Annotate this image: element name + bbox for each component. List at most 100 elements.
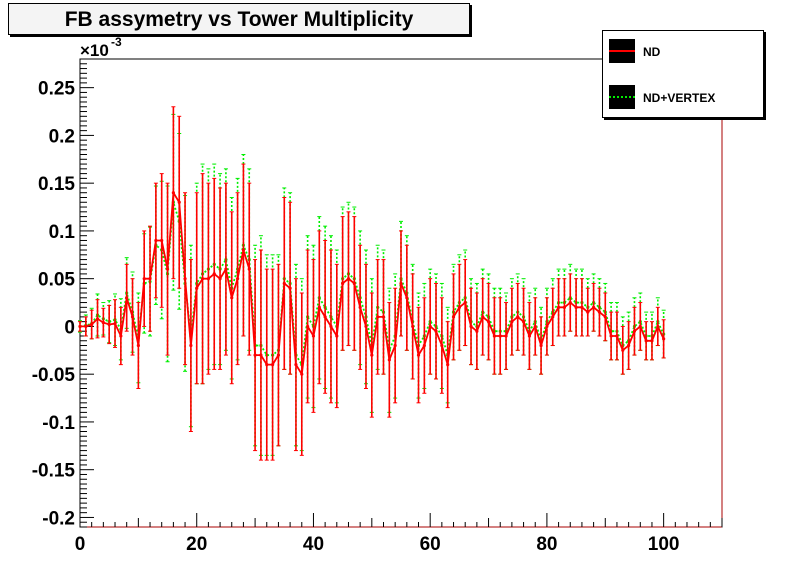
legend-entry-nd: ND <box>609 39 759 65</box>
data-point <box>492 334 496 338</box>
data-point <box>446 363 450 367</box>
data-point <box>294 363 298 367</box>
y-tick-label: -0.1 <box>42 413 75 434</box>
data-point <box>276 353 281 357</box>
data-point <box>271 363 275 367</box>
data-point <box>527 334 532 338</box>
data-point <box>329 324 333 329</box>
legend-entry-nd-vertex: ND+VERTEX <box>609 85 759 111</box>
data-point <box>562 305 567 309</box>
data-point <box>609 334 613 338</box>
y-tick-label: 0.2 <box>49 126 75 147</box>
series-layer <box>78 106 666 461</box>
data-point <box>160 238 164 243</box>
data-point <box>200 277 205 281</box>
data-point <box>265 363 269 367</box>
x-tick-label: 20 <box>186 534 207 555</box>
data-point <box>148 277 152 281</box>
data-point <box>516 315 520 319</box>
data-point <box>521 320 526 324</box>
data-point <box>230 296 234 300</box>
data-point <box>107 322 111 327</box>
data-point <box>621 348 625 352</box>
x-tick-label: 40 <box>303 534 324 555</box>
y-tick-label: 0.05 <box>38 270 75 291</box>
data-point <box>358 305 362 309</box>
data-point <box>341 281 345 286</box>
data-point <box>241 248 246 252</box>
legend-label-nd: ND <box>643 45 661 59</box>
data-point <box>247 267 251 271</box>
y-tick-label: -0.15 <box>32 461 76 482</box>
data-point <box>411 324 415 329</box>
data-point <box>346 277 351 281</box>
data-point <box>428 324 432 329</box>
data-point <box>556 305 561 309</box>
data-point <box>434 329 438 333</box>
data-point <box>300 372 304 376</box>
data-point <box>568 300 572 305</box>
y-axis: -0.2 -0.15 -0.1 -0.05 0 0.05 0.1 0.15 0.2 0.25 <box>32 58 94 529</box>
data-point <box>586 310 590 314</box>
y-exponent-label: ×10 <box>80 41 109 60</box>
legend-line-nd <box>609 50 635 52</box>
data-point <box>592 305 596 309</box>
data-point <box>422 343 426 348</box>
x-tick-label: 80 <box>536 534 557 555</box>
data-point <box>650 339 654 343</box>
data-point <box>580 305 584 309</box>
data-point <box>381 315 386 319</box>
x-tick-label: 60 <box>420 534 441 555</box>
data-point <box>393 343 397 348</box>
x-axis: 0 20 40 60 80 100 <box>75 513 723 555</box>
data-point <box>253 353 257 357</box>
data-point <box>235 277 240 281</box>
data-point <box>469 324 473 329</box>
data-point <box>171 191 175 195</box>
legend-label-nd-vertex: ND+VERTEX <box>643 91 716 105</box>
data-point <box>317 305 321 309</box>
legend-line-nd-vertex <box>609 96 635 98</box>
data-point <box>486 320 491 324</box>
y-exponent-power: -3 <box>111 35 122 49</box>
data-point <box>212 272 216 276</box>
data-point <box>165 267 170 271</box>
data-point <box>615 334 619 338</box>
data-point <box>405 296 409 300</box>
data-point <box>510 320 514 324</box>
data-point <box>78 324 82 329</box>
legend: ND ND+VERTEX <box>602 30 764 118</box>
data-point <box>84 324 88 329</box>
chart-title-box: FB assymetry vs Tower Multiplicity <box>8 3 470 35</box>
data-point <box>416 353 421 357</box>
data-point <box>323 315 327 319</box>
data-point <box>142 277 146 281</box>
x-tick-label: 100 <box>648 534 680 555</box>
data-point <box>504 334 508 338</box>
x-tick-label: 0 <box>75 534 86 555</box>
data-point <box>335 334 339 338</box>
data-point <box>644 339 648 343</box>
data-point <box>627 343 631 348</box>
data-point <box>364 324 368 329</box>
y-tick-label: 0.1 <box>49 222 76 243</box>
data-point <box>259 353 263 357</box>
data-point <box>130 315 135 319</box>
data-point <box>177 200 181 204</box>
data-point <box>551 315 555 319</box>
data-point <box>533 324 537 329</box>
data-point <box>574 305 578 309</box>
data-point <box>136 343 140 348</box>
data-point <box>440 343 444 348</box>
y-tick-label: 0 <box>64 317 75 338</box>
data-point <box>463 300 467 305</box>
data-point <box>218 277 222 281</box>
series-nd <box>78 106 666 461</box>
data-point <box>370 353 374 357</box>
data-point <box>475 329 479 333</box>
data-point <box>306 324 310 329</box>
data-point <box>183 277 187 281</box>
y-tick-label: 0.15 <box>38 174 75 195</box>
data-point <box>224 267 228 271</box>
